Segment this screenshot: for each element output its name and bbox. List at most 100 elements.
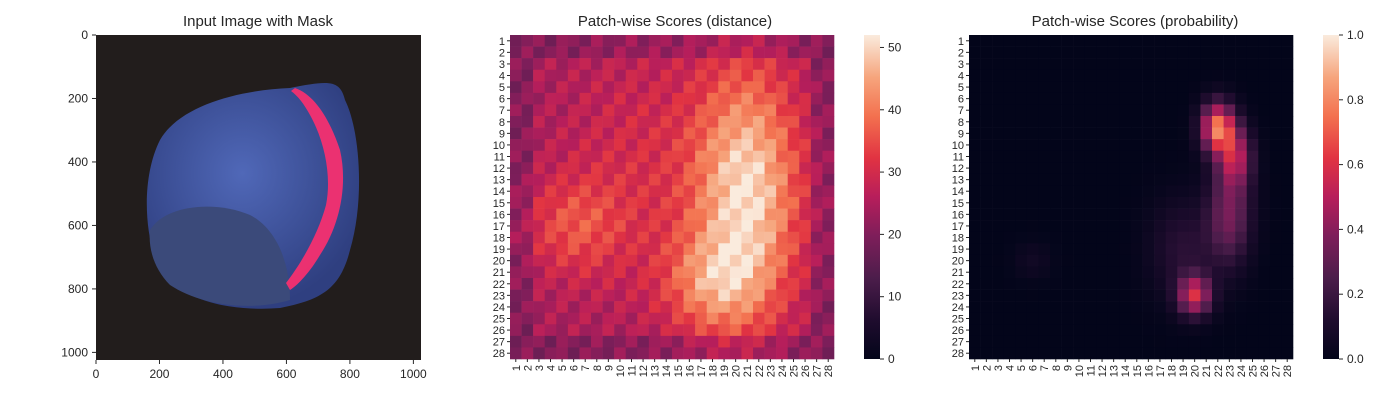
heatmap-cell [1200,139,1213,152]
heatmap-cell [1246,254,1259,267]
heatmap-cell [1223,220,1236,233]
heatmap-cell [787,173,800,186]
heatmap-cell [648,347,661,360]
heatmap-cell [799,278,812,290]
heatmap-cell [1165,150,1178,163]
heatmap-cell [625,278,638,290]
heatmap-cell [1073,104,1086,117]
heatmap-cell [695,173,708,186]
heatmap-cell [1131,324,1143,337]
heatmap-cell [660,81,673,94]
heatmap-cell [602,278,615,290]
heatmap-cell [741,220,754,233]
heatmap-cell [1177,347,1190,360]
y-tick-label: 17 [493,221,505,233]
heatmap-cell [544,312,557,325]
heatmap-cell [969,173,981,186]
heatmap-cell [992,81,1005,94]
heatmap-cell [822,243,835,256]
heatmap-cell [753,127,765,140]
heatmap-cell [1281,278,1294,290]
heatmap-cell [544,197,557,209]
heatmap-cell [1061,69,1074,82]
y-tick-label: 25 [952,314,964,326]
distance-y-axis: 1234567891011121314151617181920212223242… [493,36,510,360]
heatmap-cell [729,69,742,82]
heatmap-cell [1269,231,1282,244]
heatmap-cell [1246,35,1259,47]
heatmap-cell [660,46,673,59]
heatmap-cell [969,185,981,198]
heatmap-cell [579,127,592,140]
heatmap-cell [764,312,777,325]
heatmap-cell [625,104,638,117]
heatmap-cell [1269,92,1282,105]
heatmap-cell [1212,266,1224,279]
heatmap-cell [1246,139,1259,152]
heatmap-cell [776,69,789,82]
heatmap-cell [969,312,981,325]
heatmap-cell [1131,278,1143,290]
heatmap-cell [544,104,557,117]
heatmap-cell [1142,231,1155,244]
heatmap-cell [1246,150,1259,163]
heatmap-cell [729,81,742,94]
heatmap-cell [1200,220,1213,233]
heatmap-cell [672,104,684,117]
heatmap-cell [602,69,615,82]
heatmap-cell [1084,231,1097,244]
x-tick-label: 23 [1224,365,1236,377]
heatmap-cell [567,69,580,82]
heatmap-cell [660,312,673,325]
heatmap-cell [1084,266,1097,279]
heatmap-cell [660,162,673,175]
heatmap-cell [706,92,719,105]
heatmap-cell [648,69,661,82]
heatmap-cell [1269,81,1282,94]
heatmap-cell [753,278,765,290]
y-tick-label: 24 [952,302,964,314]
heatmap-cell [1131,208,1143,221]
heatmap-cell [1131,335,1143,348]
heatmap-cell [637,266,650,279]
heatmap-cell [1119,58,1132,71]
heatmap-cell [648,243,661,256]
heatmap-cell [1015,150,1028,163]
x-tick-label: 22 [1213,365,1225,377]
heatmap-cell [1200,324,1213,337]
x-tick-label: 26 [800,365,812,377]
heatmap-cell [510,266,522,279]
heatmap-cell [1038,231,1051,244]
heatmap-cell [787,162,800,175]
heatmap-cell [1119,335,1132,348]
x-tick-label: 15 [1132,365,1144,377]
heatmap-cell [625,208,638,221]
heatmap-cell [776,104,789,117]
heatmap-cell [591,104,603,117]
x-tick-label: 3 [993,365,1005,371]
heatmap-cell [614,81,627,94]
heatmap-cell [1015,335,1028,348]
heatmap-cell [695,278,708,290]
heatmap-cell [810,254,823,267]
y-tick-label: 7 [499,105,505,117]
heatmap-cell [706,162,719,175]
heatmap-cell [591,231,603,244]
heatmap-cell [1142,243,1155,256]
heatmap-cell [544,254,557,267]
heatmap-cell [510,208,522,221]
heatmap-cell [602,162,615,175]
heatmap-cell [753,254,765,267]
heatmap-cell [1281,243,1294,256]
heatmap-cell [672,289,684,302]
heatmap-cell [1258,116,1271,128]
heatmap-cell [695,185,708,198]
heatmap-cell [753,150,765,163]
heatmap-cell [1015,116,1028,128]
heatmap-cell [1142,289,1155,302]
heatmap-cell [1119,254,1132,267]
x-tick-label: 1000 [400,367,427,381]
heatmap-cell [1165,289,1178,302]
heatmap-cell [544,150,557,163]
heatmap-cell [672,81,684,94]
